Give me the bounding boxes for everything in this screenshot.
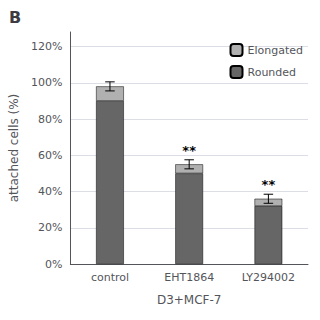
svg-text:80%: 80%: [38, 113, 62, 126]
svg-text:Elongated: Elongated: [248, 44, 304, 57]
svg-text:120%: 120%: [31, 40, 62, 53]
svg-text:EHT1864: EHT1864: [164, 271, 214, 284]
svg-text:60%: 60%: [38, 149, 62, 162]
svg-text:Rounded: Rounded: [248, 66, 297, 79]
svg-text:0%: 0%: [45, 258, 62, 271]
svg-text:**: **: [182, 143, 196, 158]
svg-text:LY294002: LY294002: [242, 271, 295, 284]
svg-text:D3+MCF-7: D3+MCF-7: [157, 293, 222, 307]
svg-text:B: B: [9, 8, 21, 27]
svg-text:20%: 20%: [38, 221, 62, 234]
svg-text:attached cells (%): attached cells (%): [7, 94, 21, 203]
svg-text:100%: 100%: [31, 76, 62, 89]
svg-text:40%: 40%: [38, 185, 62, 198]
svg-text:control: control: [91, 271, 129, 284]
svg-text:**: **: [262, 177, 276, 192]
